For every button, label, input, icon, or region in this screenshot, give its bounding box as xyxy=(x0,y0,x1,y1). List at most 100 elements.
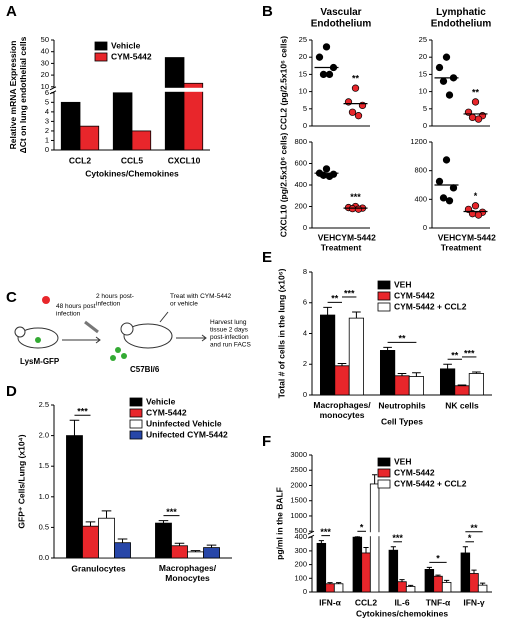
arrow xyxy=(176,334,207,342)
legend-label: VEH xyxy=(394,456,411,466)
x-tick-label: NK cells xyxy=(445,400,479,410)
dot xyxy=(439,194,448,202)
x-tick-label: IL-6 xyxy=(394,597,409,607)
x-tick-label: IFN-γ xyxy=(463,597,485,607)
y-tick-label: 2 xyxy=(45,126,49,135)
significance-label: ** xyxy=(451,351,459,361)
y-tick-label: 40 xyxy=(41,47,49,56)
y-tick-label: 10 xyxy=(41,82,49,91)
significance-label: *** xyxy=(166,507,177,517)
y-tick-label: 2500 xyxy=(290,465,307,474)
y-tick-label: 100 xyxy=(294,573,307,582)
dot xyxy=(471,98,480,106)
y-tick-label: 0 xyxy=(303,587,307,596)
legend-swatch xyxy=(377,291,391,301)
mouse-icon xyxy=(123,323,173,349)
y-tick-label: 20 xyxy=(299,52,307,61)
y-tick-label: 1.0 xyxy=(39,492,49,501)
y-tick-label: 1000 xyxy=(290,511,307,520)
error-bar xyxy=(158,520,169,524)
x-tick-label: Macrophages/Monocytes xyxy=(159,563,217,583)
gfp-cell xyxy=(35,337,41,343)
y-tick-label: 2 xyxy=(303,359,307,368)
dot xyxy=(325,172,334,181)
legend-swatch xyxy=(377,457,391,467)
x-axis-label: Treatment xyxy=(321,242,362,252)
dot xyxy=(351,84,360,92)
y-tick-label: 5 xyxy=(423,104,427,113)
x-tick-label: CCL2 xyxy=(69,155,91,165)
y-tick-label: 1.5 xyxy=(39,461,49,470)
legend-swatch xyxy=(129,408,143,418)
x-tick-label: CXCL10 xyxy=(168,155,201,165)
y-tick-label: 6 xyxy=(45,88,49,97)
bar xyxy=(112,92,133,151)
axis xyxy=(311,40,370,127)
error-bar xyxy=(480,582,486,586)
y-tick-label: 5 xyxy=(303,104,307,113)
dot xyxy=(319,70,328,79)
x-tick-label: CYM-5442 xyxy=(455,232,496,242)
y-tick-label: 3000 xyxy=(290,450,307,459)
legend-swatch xyxy=(377,468,391,478)
infection-label: 48 hours post infection xyxy=(56,303,96,317)
error-bar xyxy=(390,546,396,551)
error-bar xyxy=(363,546,369,553)
column-title: Vascular Endothelium xyxy=(311,7,372,30)
legend-label: Vehicle xyxy=(111,40,141,50)
y-tick-label: 0 xyxy=(45,145,49,154)
y-axis-label: GFP⁺ Cells/Lung (x10⁴) xyxy=(16,434,26,528)
dot xyxy=(322,165,331,173)
significance-label: *** xyxy=(77,407,88,417)
y-tick-label: 4 xyxy=(45,107,49,116)
x-tick-label: VEH xyxy=(318,232,335,242)
bar xyxy=(352,536,363,593)
bar xyxy=(460,552,471,593)
dot xyxy=(442,156,451,164)
x-tick-label: Neutrophils xyxy=(378,400,425,410)
bar xyxy=(405,586,416,593)
y-tick-label: 200 xyxy=(294,201,307,210)
y-axis-label: CXCL10 (pg/2.5x10⁶ cells) xyxy=(278,133,288,238)
y-tick-label: 4 xyxy=(303,328,307,337)
significance-label: *** xyxy=(392,533,403,543)
y-tick-label: 400 xyxy=(294,180,307,189)
bar xyxy=(187,551,204,559)
dot xyxy=(474,211,483,219)
legend-label: CYM-5442 xyxy=(394,467,435,477)
timing-label: 2 hours post-infection xyxy=(96,293,134,307)
dot xyxy=(322,43,331,51)
legend-swatch xyxy=(129,430,143,440)
error-bar xyxy=(457,384,467,386)
dot xyxy=(445,197,454,205)
y-tick-label: 1500 xyxy=(290,496,307,505)
significance-label: ** xyxy=(398,334,406,344)
x-tick-label: Macrophages/monocytes xyxy=(313,400,371,420)
treatment-label: Treat with CYM-5442 or vehicle xyxy=(170,293,232,307)
y-tick-label: 5 xyxy=(45,97,49,106)
legend-label: CYM-5442 + CCL2 xyxy=(394,301,467,311)
error-bar xyxy=(174,542,185,546)
error-bar xyxy=(462,546,468,553)
gfp-cell xyxy=(110,355,116,361)
y-tick-label: 400 xyxy=(294,532,307,541)
bar xyxy=(171,545,188,559)
y-tick-label: 300 xyxy=(294,546,307,555)
x-axis-label: Cytokines/Chemokines xyxy=(85,168,179,178)
bar xyxy=(424,568,435,593)
mouse-head xyxy=(14,326,26,338)
bar xyxy=(98,517,115,559)
axis-break xyxy=(308,532,492,537)
y-tick-label: 2.5 xyxy=(39,400,49,409)
gfp-cell xyxy=(115,347,121,353)
significance-label: ** xyxy=(472,87,480,97)
panel-letter: D xyxy=(6,383,17,400)
error-bar xyxy=(190,550,201,552)
dot xyxy=(435,63,444,72)
significance-label: *** xyxy=(350,192,361,202)
significance-label: * xyxy=(474,191,478,201)
bar xyxy=(131,130,152,151)
y-tick-label: 15 xyxy=(299,69,307,78)
y-tick-label: 800 xyxy=(414,166,427,175)
y-tick-label: 10 xyxy=(299,87,307,96)
